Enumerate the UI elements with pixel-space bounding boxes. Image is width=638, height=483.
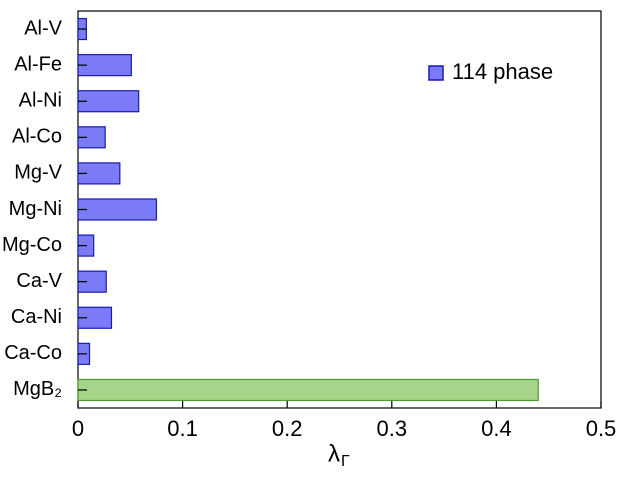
x-tick-label: 0.2 bbox=[272, 416, 303, 441]
x-tick-label: 0.1 bbox=[167, 416, 198, 441]
bar bbox=[77, 198, 158, 221]
y-tick-label: Mg-Co bbox=[2, 234, 62, 256]
legend-swatch bbox=[428, 65, 444, 81]
y-tick-label: MgB₂ bbox=[13, 378, 62, 400]
y-tick-label: Ca-Co bbox=[4, 342, 62, 364]
legend-label: 114 phase bbox=[452, 59, 553, 84]
bar bbox=[77, 378, 539, 402]
y-tick-label: Al-V bbox=[24, 17, 62, 39]
x-axis-label: λ bbox=[328, 440, 340, 467]
y-tick-label: Al-Ni bbox=[19, 90, 62, 112]
y-tick-label: Ca-Ni bbox=[11, 306, 62, 328]
x-tick-label: 0.5 bbox=[586, 416, 617, 441]
y-tick-label: Al-Fe bbox=[14, 53, 62, 75]
x-tick-label: 0.4 bbox=[481, 416, 512, 441]
x-tick-label: 0.3 bbox=[377, 416, 408, 441]
y-tick-label: Mg-V bbox=[14, 162, 62, 184]
x-tick-label: 0 bbox=[72, 416, 84, 441]
x-axis-label-sub: Γ bbox=[341, 453, 350, 470]
bar bbox=[77, 90, 140, 113]
y-tick-label: Mg-Ni bbox=[9, 198, 62, 220]
y-tick-label: Al-Co bbox=[12, 126, 62, 148]
y-tick-label: Ca-V bbox=[16, 270, 62, 292]
